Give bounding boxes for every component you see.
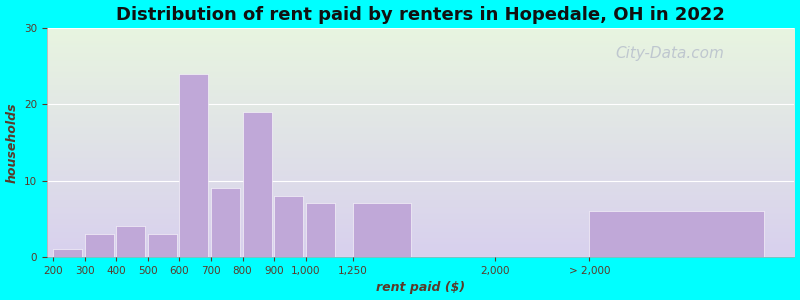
Bar <box>353 203 411 257</box>
Bar <box>54 249 82 257</box>
X-axis label: rent paid ($): rent paid ($) <box>376 281 466 294</box>
Bar <box>590 211 763 257</box>
Bar <box>85 234 114 257</box>
Bar <box>148 234 177 257</box>
Text: City-Data.com: City-Data.com <box>615 46 724 61</box>
Bar <box>116 226 146 257</box>
Title: Distribution of rent paid by renters in Hopedale, OH in 2022: Distribution of rent paid by renters in … <box>116 6 725 24</box>
Bar <box>306 203 334 257</box>
Bar <box>211 188 240 257</box>
Bar <box>179 74 209 257</box>
Y-axis label: households: households <box>6 102 18 183</box>
Bar <box>242 112 271 257</box>
Bar <box>274 196 303 257</box>
